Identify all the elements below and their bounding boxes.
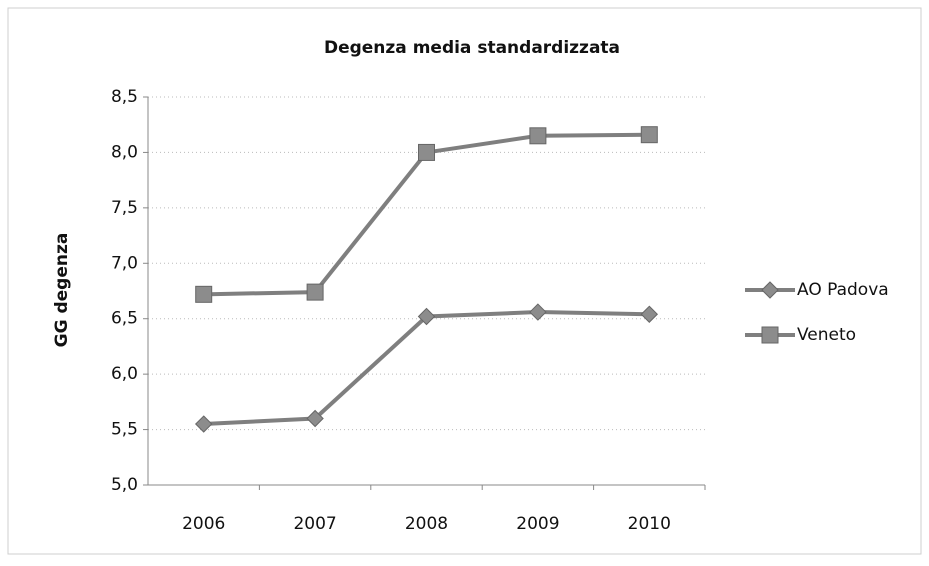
data-point bbox=[529, 127, 547, 145]
legend-label: AO Padova bbox=[797, 280, 889, 300]
x-tick-label: 2010 bbox=[628, 514, 671, 534]
data-point bbox=[417, 307, 436, 326]
legend-marker bbox=[761, 281, 779, 299]
y-tick-label: 6,5 bbox=[111, 309, 138, 329]
y-tick-label: 5,0 bbox=[111, 475, 138, 495]
x-tick-label: 2006 bbox=[182, 514, 225, 534]
chart-title: Degenza media standardizzata bbox=[324, 38, 620, 58]
x-tick-label: 2008 bbox=[405, 514, 448, 534]
chart-frame bbox=[7, 7, 922, 555]
data-point bbox=[529, 303, 547, 321]
y-tick-label: 8,5 bbox=[111, 87, 138, 107]
data-point bbox=[418, 143, 435, 161]
data-point bbox=[640, 305, 659, 323]
y-tick-label: 8,0 bbox=[111, 142, 138, 162]
x-tick-label: 2007 bbox=[293, 514, 336, 534]
legend-label: Veneto bbox=[797, 325, 856, 345]
legend-marker bbox=[761, 326, 779, 344]
y-axis-label: GG degenza bbox=[52, 233, 72, 348]
data-point bbox=[640, 126, 658, 144]
y-tick-label: 5,5 bbox=[111, 420, 138, 440]
y-tick-label: 7,5 bbox=[111, 198, 138, 218]
data-point bbox=[194, 415, 213, 433]
data-point bbox=[195, 285, 213, 303]
y-tick-label: 6,0 bbox=[111, 364, 138, 384]
data-point bbox=[306, 409, 324, 428]
data-point bbox=[306, 283, 324, 301]
x-tick-label: 2009 bbox=[516, 514, 559, 534]
y-tick-label: 7,0 bbox=[111, 253, 138, 273]
